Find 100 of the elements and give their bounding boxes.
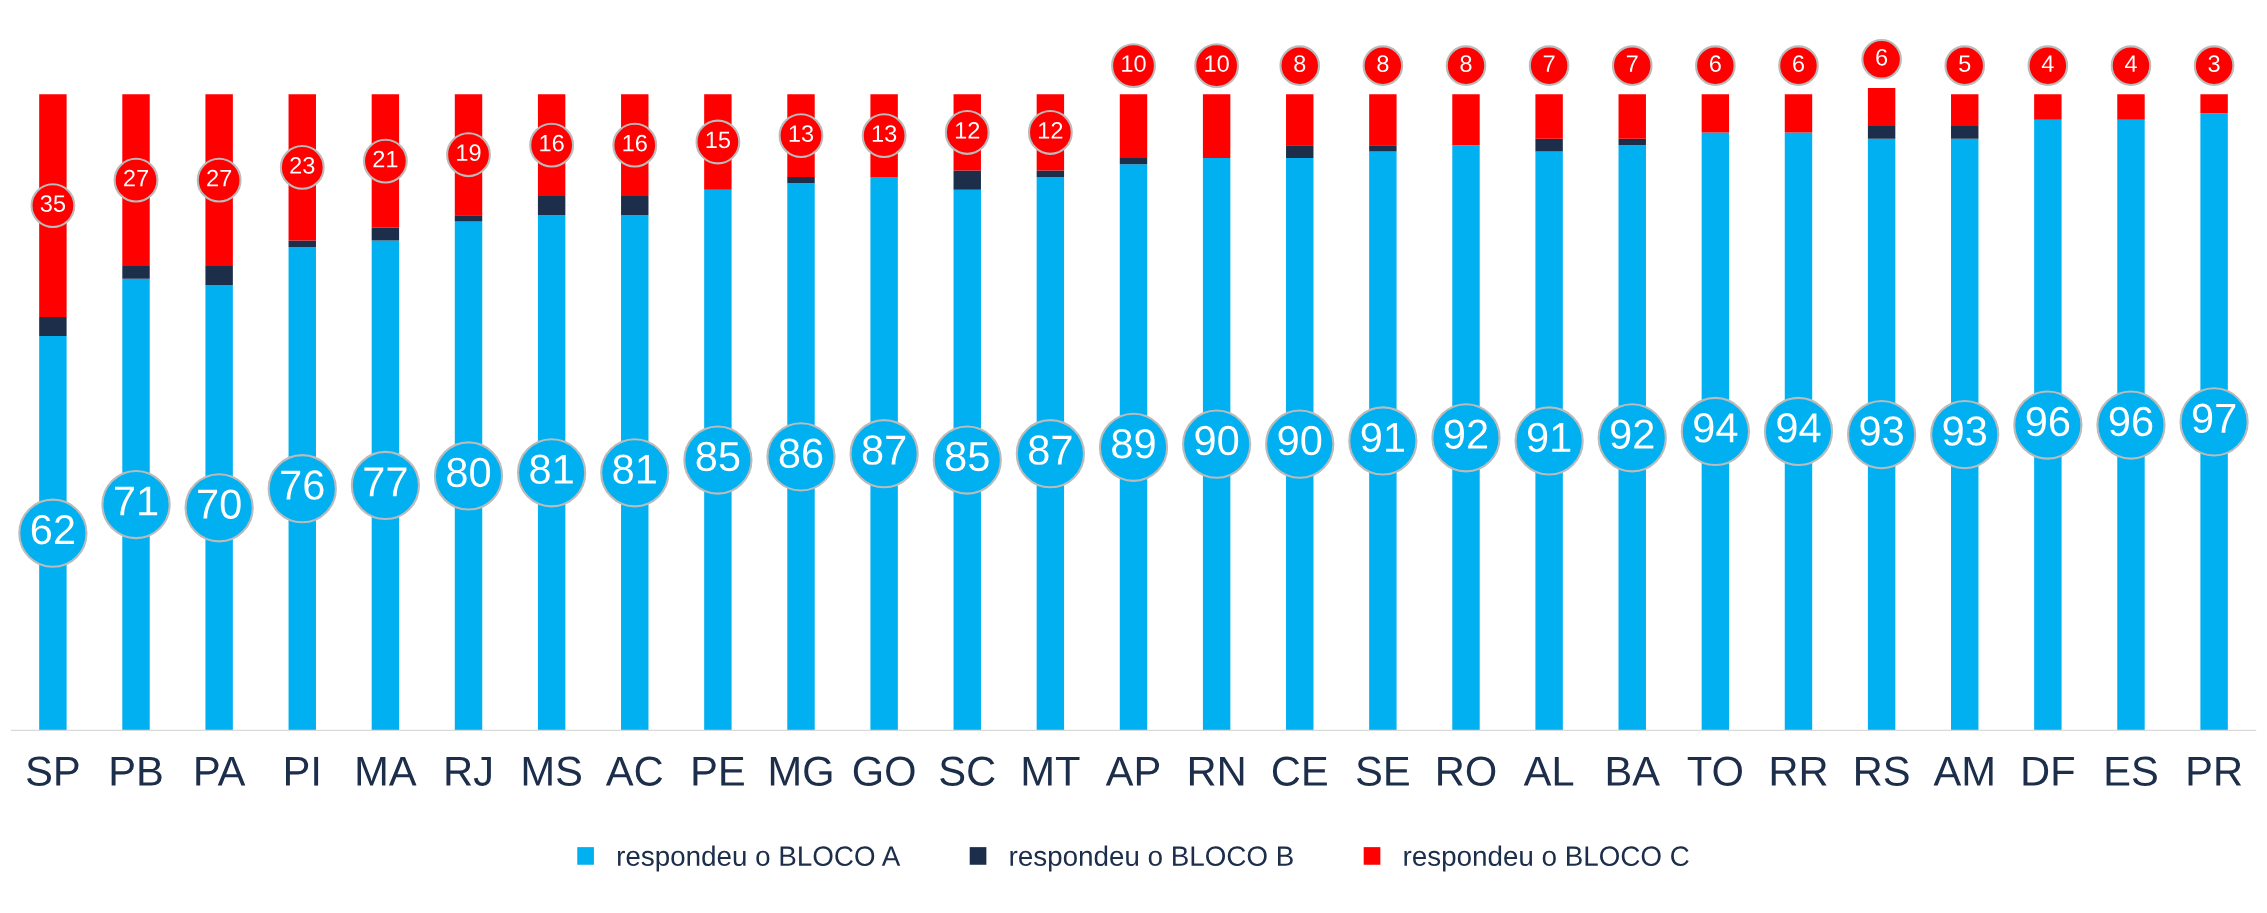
data-label: 91: [1361, 422, 1405, 453]
data-label: 13: [789, 125, 814, 142]
data-label: 8: [1460, 55, 1472, 72]
x-tick-label: SE: [1356, 756, 1409, 787]
bar: [205, 266, 233, 286]
x-tick-label: ES: [2106, 756, 2157, 787]
x-tick-label: MS: [523, 756, 581, 787]
x-tick-label: DF: [2023, 756, 2074, 786]
data-label: 8: [1294, 55, 1306, 72]
x-tick-label: MG: [770, 756, 832, 787]
data-label: 7: [1543, 55, 1555, 72]
bar: [1701, 94, 1730, 133]
bar: [1036, 170, 1065, 177]
bar: [537, 196, 566, 216]
x-tick-label: PR: [2188, 756, 2242, 786]
bar: [1369, 94, 1397, 146]
data-label: 15: [706, 131, 731, 149]
data-label: 93: [1860, 416, 1903, 446]
data-label: 94: [1694, 413, 1738, 443]
data-label: 10: [1205, 55, 1229, 72]
legend-label: respondeu o BLOCO A: [617, 845, 901, 872]
x-tick-label: RO: [1438, 756, 1496, 787]
bar: [454, 215, 483, 222]
data-label: 85: [696, 441, 740, 472]
data-label: 80: [447, 457, 491, 488]
data-label: 4: [2124, 55, 2137, 72]
x-tick-label: BA: [1607, 756, 1660, 786]
bar: [1202, 94, 1231, 158]
bar: [1618, 138, 1646, 146]
data-label: 5: [1959, 55, 1971, 72]
bar: [1369, 145, 1397, 152]
x-tick-label: PI: [286, 756, 319, 786]
data-label: 71: [114, 486, 158, 516]
data-label: 6: [1710, 55, 1721, 72]
legend-label: respondeu o BLOCO B: [1010, 845, 1293, 872]
data-label: 6: [1876, 48, 1888, 66]
data-label: 35: [40, 195, 66, 212]
data-label: 13: [872, 125, 897, 142]
bar: [2200, 94, 2228, 114]
x-tick-label: TO: [1687, 756, 1742, 787]
data-label: 81: [530, 454, 573, 484]
data-label: 12: [1039, 122, 1063, 139]
data-label: 70: [198, 489, 241, 519]
bar: [1119, 157, 1148, 165]
x-tick-label: PB: [111, 756, 162, 786]
data-label: 6: [1793, 55, 1805, 72]
x-tick-label: RR: [1771, 756, 1827, 786]
data-label: 90: [1195, 425, 1239, 456]
bar: [1618, 94, 1646, 139]
x-tick-label: MA: [357, 756, 417, 786]
x-tick-label: GO: [853, 756, 915, 787]
x-tick-label: MT: [1023, 756, 1080, 786]
data-label: 76: [281, 470, 324, 500]
bar: [1951, 126, 1979, 139]
data-label: 21: [373, 150, 398, 168]
x-tick-label: RS: [1856, 756, 1909, 787]
x-tick-label: AC: [605, 756, 663, 787]
bar: [787, 176, 815, 184]
bar: [1452, 94, 1480, 146]
legend-label: respondeu o BLOCO C: [1404, 845, 1689, 872]
bar: [39, 316, 67, 337]
data-label: 10: [1122, 55, 1146, 72]
x-tick-label: SP: [27, 756, 79, 787]
data-label: 90: [1278, 425, 1322, 456]
bar: [1535, 94, 1563, 139]
data-label: 94: [1777, 413, 1821, 443]
x-tick-label: AM: [1933, 756, 1993, 786]
bar: [1784, 94, 1813, 133]
bar: [288, 240, 316, 247]
data-label: 8: [1377, 55, 1389, 72]
data-label: 27: [124, 169, 148, 187]
bar: [1286, 94, 1314, 146]
data-label: 93: [1943, 416, 1987, 446]
bar: [621, 196, 649, 216]
x-tick-label: SC: [940, 756, 995, 787]
data-label: 92: [1444, 419, 1488, 449]
bar: [1286, 145, 1314, 158]
data-label: 12: [955, 122, 980, 139]
bar: [1867, 87, 1896, 127]
data-label: 91: [1527, 422, 1571, 453]
x-tick-label: AP: [1105, 756, 1160, 786]
data-label: 16: [540, 134, 564, 152]
data-label: 96: [2109, 406, 2153, 437]
data-label: 62: [31, 514, 74, 545]
bar: [122, 266, 150, 279]
data-label: 86: [779, 438, 823, 469]
x-tick-label: RJ: [446, 756, 491, 787]
bar: [371, 227, 400, 241]
data-label: 77: [364, 467, 407, 497]
x-tick-label: CE: [1272, 756, 1327, 787]
bar: [1535, 138, 1563, 152]
data-label: 97: [2192, 403, 2236, 434]
data-label: 89: [1112, 429, 1155, 459]
x-tick-label: RN: [1189, 756, 1244, 786]
data-label: 87: [1029, 435, 1072, 465]
data-label: 23: [290, 157, 315, 174]
bar: [1119, 94, 1148, 158]
bar: [1951, 94, 1979, 127]
data-label: 3: [2208, 55, 2220, 72]
data-label: 7: [1626, 55, 1638, 72]
